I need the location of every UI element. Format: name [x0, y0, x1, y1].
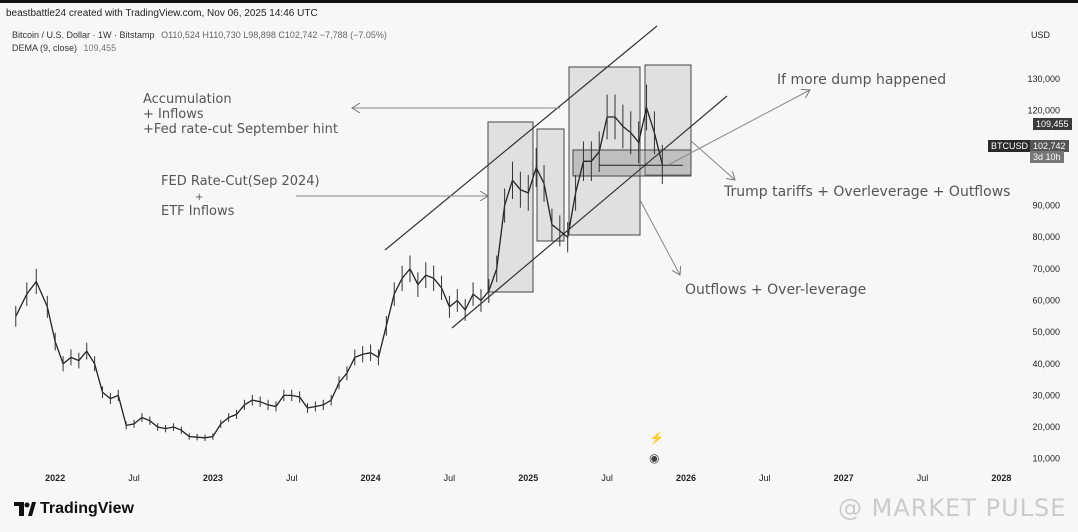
- highlight-box: [487, 121, 534, 293]
- tradingview-logo-icon: [14, 502, 36, 516]
- note-dump: If more dump happened: [777, 72, 946, 88]
- y-tick-label: 30,000: [1032, 390, 1060, 400]
- annotation-arrow: [639, 199, 680, 275]
- note-fed-rate-cut: FED Rate-Cut(Sep 2024): [161, 174, 320, 189]
- x-tick-label: Jul: [917, 473, 929, 483]
- x-tick-label: 2024: [361, 473, 381, 483]
- highlight-box: [536, 128, 565, 242]
- symbol-price-tag: BTCUSD: [988, 140, 1032, 152]
- top-bar: [0, 0, 1078, 3]
- ohlc-values: O110,524 H110,730 L98,898 C102,742 −7,78…: [161, 30, 387, 40]
- indicator-legend[interactable]: DEMA (9, close) 109,455: [12, 43, 116, 53]
- y-tick-label: 10,000: [1032, 454, 1060, 464]
- y-tick-label: 40,000: [1032, 359, 1060, 369]
- channel-lower: [451, 95, 728, 329]
- x-tick-label: Jul: [444, 473, 456, 483]
- symbol-legend[interactable]: Bitcoin / U.S. Dollar · 1W · Bitstamp O1…: [12, 30, 387, 40]
- note-inflows: + Inflows: [143, 107, 204, 122]
- x-tick-label: 2022: [45, 473, 65, 483]
- indicator-name[interactable]: DEMA (9, close): [12, 43, 78, 53]
- lightning-icon[interactable]: ⚡: [649, 431, 664, 445]
- watermark: @ MARKET PULSE: [838, 494, 1067, 522]
- note-tariffs: Trump tariffs + Overleverage + Outflows: [723, 184, 1010, 200]
- x-tick-label: 2028: [991, 473, 1011, 483]
- note-fed-hint: +Fed rate-cut September hint: [143, 122, 338, 137]
- annotation-arrow: [667, 90, 810, 166]
- x-tick-label: Jul: [128, 473, 140, 483]
- last-price-tag: 102,742: [1030, 140, 1069, 152]
- y-tick-label: 90,000: [1032, 201, 1060, 211]
- note-outflows: Outflows + Over-leverage: [685, 282, 866, 298]
- note-plus: +: [195, 192, 203, 203]
- x-tick-label: Jul: [286, 473, 298, 483]
- x-tick-label: Jul: [759, 473, 771, 483]
- dema-price-tag: 109,455: [1033, 118, 1072, 130]
- y-tick-label: 50,000: [1032, 327, 1060, 337]
- highlight-box: [568, 66, 641, 236]
- x-tick-label: 2026: [676, 473, 696, 483]
- y-tick-label: 120,000: [1027, 106, 1060, 116]
- y-tick-label: 70,000: [1032, 264, 1060, 274]
- note-accumulation: Accumulation: [143, 92, 232, 107]
- brand-name: TradingView: [40, 500, 134, 517]
- y-tick-label: 80,000: [1032, 232, 1060, 242]
- y-tick-label: 60,000: [1032, 295, 1060, 305]
- tradingview-logo: TradingView: [14, 500, 134, 518]
- calendar-icon[interactable]: ◉: [649, 451, 660, 465]
- price-line: [15, 104, 663, 439]
- channel-upper: [384, 25, 658, 251]
- x-tick-label: 2027: [834, 473, 854, 483]
- indicator-value: 109,455: [83, 43, 117, 53]
- credit-line: beastbattle24 created with TradingView.c…: [6, 8, 318, 19]
- x-tick-label: 2025: [518, 473, 538, 483]
- note-etf-inflows: ETF Inflows: [161, 204, 235, 219]
- annotation-arrow: [689, 139, 735, 180]
- y-tick-label: 130,000: [1027, 74, 1060, 84]
- currency-label: USD: [1031, 30, 1051, 40]
- y-tick-label: 20,000: [1032, 422, 1060, 432]
- x-tick-label: 2023: [203, 473, 223, 483]
- countdown-tag: 3d 10h: [1030, 151, 1064, 163]
- x-tick-label: Jul: [601, 473, 613, 483]
- symbol-name[interactable]: Bitcoin / U.S. Dollar · 1W · Bitstamp: [12, 30, 155, 40]
- range-box: [572, 149, 692, 177]
